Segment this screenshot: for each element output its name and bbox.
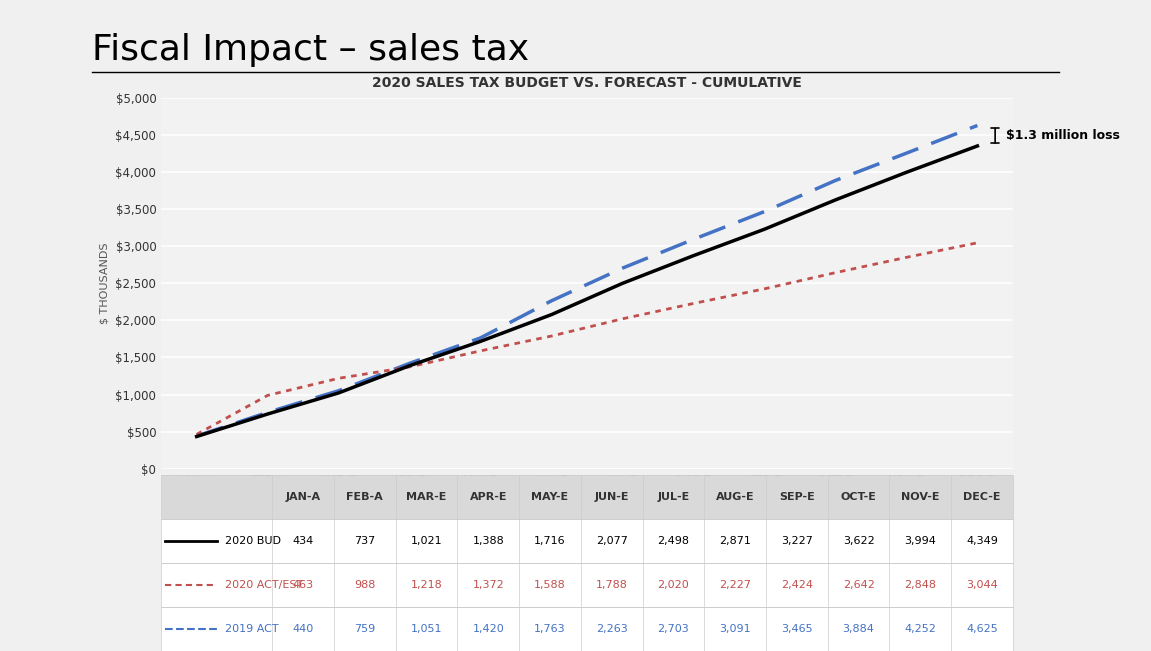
Text: 2,642: 2,642 [843, 580, 875, 590]
Text: 3,227: 3,227 [780, 536, 813, 546]
FancyBboxPatch shape [161, 519, 1013, 563]
Text: JAN-A: JAN-A [285, 492, 321, 502]
Title: 2020 SALES TAX BUDGET VS. FORECAST - CUMULATIVE: 2020 SALES TAX BUDGET VS. FORECAST - CUM… [372, 76, 802, 90]
Point [159, 537, 173, 545]
Text: 1,420: 1,420 [472, 624, 504, 634]
Point [209, 537, 223, 545]
Text: MAR-E: MAR-E [406, 492, 447, 502]
Text: AUG-E: AUG-E [716, 492, 754, 502]
Text: 2,020: 2,020 [657, 580, 689, 590]
Text: 2,498: 2,498 [657, 536, 689, 546]
Point [209, 625, 223, 633]
Text: 3,994: 3,994 [905, 536, 936, 546]
FancyBboxPatch shape [161, 563, 1013, 607]
Text: 3,884: 3,884 [843, 624, 875, 634]
Text: 2020 ACT/EST: 2020 ACT/EST [226, 580, 303, 590]
Text: 2,871: 2,871 [719, 536, 752, 546]
Text: 759: 759 [355, 624, 375, 634]
Text: 3,622: 3,622 [843, 536, 875, 546]
Text: 2,848: 2,848 [905, 580, 936, 590]
Text: 2,424: 2,424 [780, 580, 813, 590]
Text: NOV-E: NOV-E [901, 492, 939, 502]
Text: 1,788: 1,788 [596, 580, 627, 590]
Text: JUN-E: JUN-E [594, 492, 628, 502]
Text: 1,021: 1,021 [411, 536, 442, 546]
Text: SEP-E: SEP-E [779, 492, 815, 502]
Text: 2020 BUD: 2020 BUD [226, 536, 281, 546]
Point [159, 581, 173, 589]
Text: 737: 737 [355, 536, 375, 546]
Text: 1,372: 1,372 [472, 580, 504, 590]
Text: 3,044: 3,044 [966, 580, 998, 590]
Y-axis label: $ THOUSANDS: $ THOUSANDS [100, 242, 109, 324]
Text: 1,716: 1,716 [534, 536, 566, 546]
Point [159, 625, 173, 633]
Text: 2,703: 2,703 [657, 624, 689, 634]
Text: 2,077: 2,077 [596, 536, 627, 546]
Text: 1,051: 1,051 [411, 624, 442, 634]
Text: 988: 988 [355, 580, 375, 590]
Text: 1,588: 1,588 [534, 580, 566, 590]
Text: 440: 440 [292, 624, 314, 634]
Text: APR-E: APR-E [470, 492, 506, 502]
Text: FEB-A: FEB-A [346, 492, 383, 502]
Text: 1,218: 1,218 [411, 580, 442, 590]
Text: $1.3 million loss: $1.3 million loss [1006, 129, 1120, 142]
Text: 434: 434 [292, 536, 314, 546]
Text: MAY-E: MAY-E [532, 492, 569, 502]
Text: 1,763: 1,763 [534, 624, 566, 634]
Text: 463: 463 [292, 580, 314, 590]
FancyBboxPatch shape [161, 607, 1013, 651]
Text: 2,263: 2,263 [596, 624, 627, 634]
FancyBboxPatch shape [161, 475, 1013, 519]
Point [209, 581, 223, 589]
Text: OCT-E: OCT-E [840, 492, 877, 502]
Text: 4,349: 4,349 [966, 536, 998, 546]
Text: 4,252: 4,252 [905, 624, 936, 634]
Text: JUL-E: JUL-E [657, 492, 689, 502]
Text: 3,465: 3,465 [782, 624, 813, 634]
Text: 3,091: 3,091 [719, 624, 750, 634]
Text: 2019 ACT: 2019 ACT [226, 624, 279, 634]
Text: DEC-E: DEC-E [963, 492, 1000, 502]
Text: 4,625: 4,625 [966, 624, 998, 634]
Text: Fiscal Impact – sales tax: Fiscal Impact – sales tax [92, 33, 529, 66]
Text: 1,388: 1,388 [472, 536, 504, 546]
Text: 2,227: 2,227 [719, 580, 752, 590]
